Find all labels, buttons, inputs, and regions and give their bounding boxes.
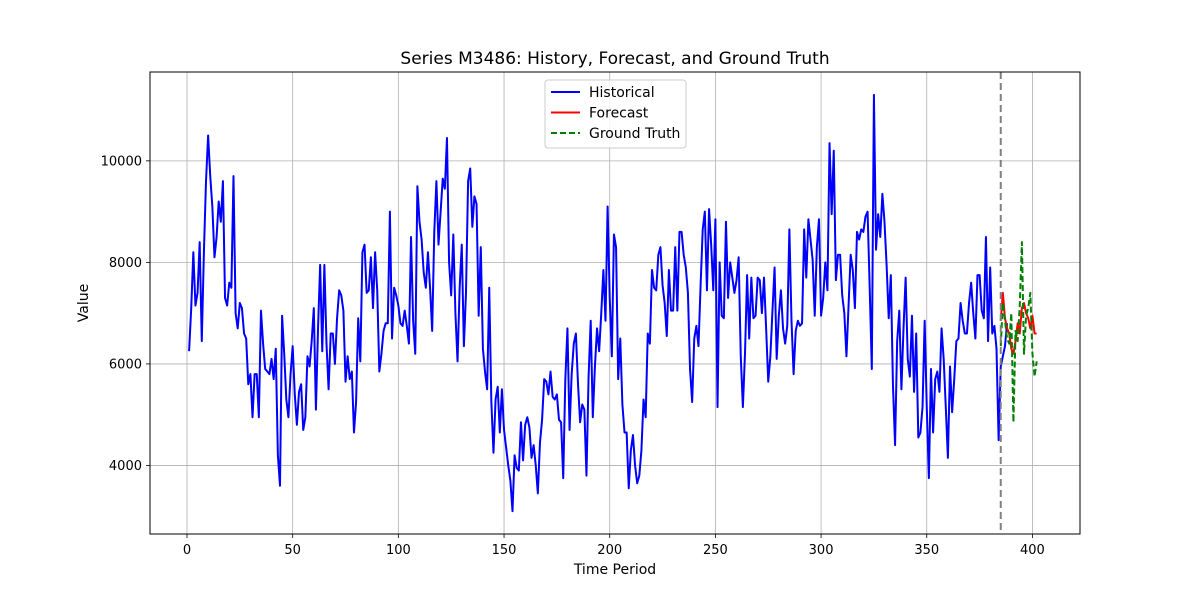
historical-line xyxy=(188,93,1009,513)
legend-label-historical: Historical xyxy=(589,85,655,101)
x-tick-label: 150 xyxy=(492,543,517,558)
y-tick-label: 10000 xyxy=(101,154,142,169)
x-tick-label: 400 xyxy=(1020,543,1045,558)
legend-box xyxy=(544,79,687,149)
x-tick-label: 200 xyxy=(597,543,622,558)
x-axis-label: Time Period xyxy=(573,562,656,578)
x-tick-label: 0 xyxy=(183,543,191,558)
series-group xyxy=(188,93,1038,513)
legend-label-forecast: Forecast xyxy=(589,106,649,122)
plot-frame xyxy=(149,71,1081,535)
y-tick-label: 4000 xyxy=(109,459,142,474)
ground-truth-line xyxy=(999,241,1038,424)
x-tick-label: 300 xyxy=(809,543,834,558)
x-tick-label: 100 xyxy=(386,543,411,558)
x-tick-label: 250 xyxy=(703,543,728,558)
x-tick-label: 50 xyxy=(284,543,301,558)
y-tick-label: 8000 xyxy=(109,256,142,271)
legend-label-ground-truth: Ground Truth xyxy=(589,126,680,142)
y-axis-label: Value xyxy=(76,284,92,322)
y-tick-label: 6000 xyxy=(109,357,142,372)
x-tick-label: 350 xyxy=(914,543,939,558)
legend: Historical Forecast Ground Truth xyxy=(544,79,687,149)
ticks: 0 50 100 150 200 250 300 350 400 4000 6000 8000 1000… xyxy=(101,154,1045,558)
chart-title: Series M3486: History, Forecast, and Gro… xyxy=(400,49,829,69)
